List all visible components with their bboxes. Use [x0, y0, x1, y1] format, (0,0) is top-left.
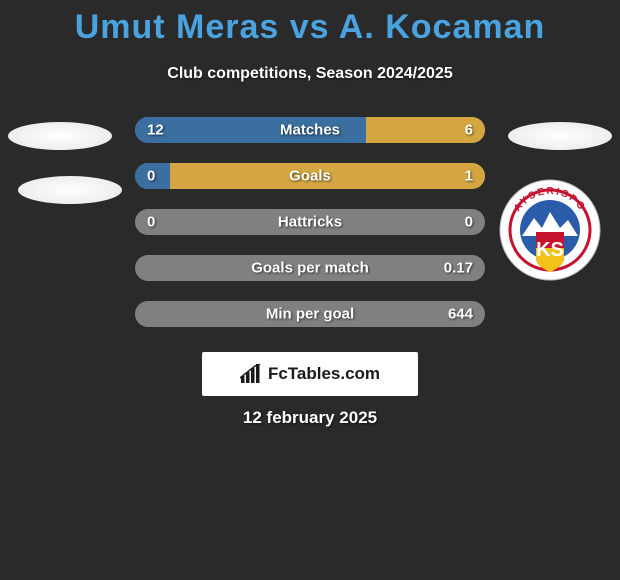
stat-row: 0.17 Goals per match — [135, 255, 485, 281]
player-right-avatar-placeholder — [508, 122, 612, 150]
stat-value-right: 1 — [465, 168, 473, 185]
player-left-avatar-placeholder — [8, 122, 112, 150]
stat-label: Goals — [289, 168, 331, 185]
stat-value-right: 0.17 — [444, 260, 473, 277]
stat-value-right: 6 — [465, 122, 473, 139]
stat-label: Hattricks — [278, 214, 342, 231]
comparison-subtitle: Club competitions, Season 2024/2025 — [0, 65, 620, 83]
snapshot-date: 12 february 2025 — [243, 408, 377, 428]
stat-row: 0 1 Goals — [135, 163, 485, 189]
stat-value-right: 0 — [465, 214, 473, 231]
stat-value-left: 0 — [147, 214, 155, 231]
stat-label: Min per goal — [266, 306, 354, 323]
fctables-watermark: FcTables.com — [202, 352, 418, 396]
stat-label: Goals per match — [251, 260, 369, 277]
stat-value-right: 644 — [448, 306, 473, 323]
watermark-text: FcTables.com — [268, 364, 380, 384]
comparison-title: Umut Meras vs A. Kocaman — [0, 0, 620, 47]
player-right-club-crest: AYSERISPO KS — [498, 178, 602, 282]
stat-value-left: 12 — [147, 122, 164, 139]
stat-label: Matches — [280, 122, 340, 139]
stat-row: 0 0 Hattricks — [135, 209, 485, 235]
crest-letters: KS — [536, 239, 564, 261]
player-left-club-placeholder — [18, 176, 122, 204]
bar-chart-icon — [240, 364, 262, 384]
stat-row: 12 6 Matches — [135, 117, 485, 143]
stat-row: 644 Min per goal — [135, 301, 485, 327]
stat-value-left: 0 — [147, 168, 155, 185]
